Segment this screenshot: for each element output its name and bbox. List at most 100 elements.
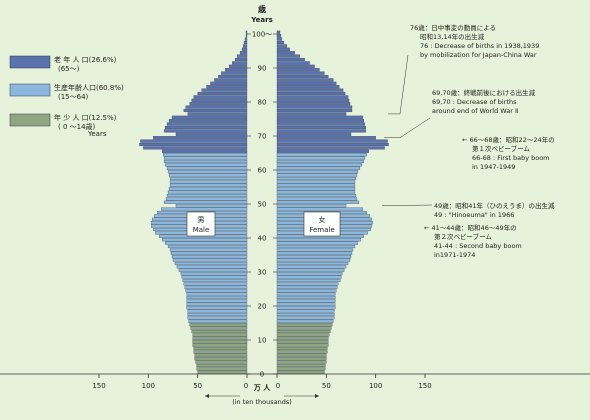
male-bar bbox=[161, 238, 248, 242]
male-bar bbox=[185, 289, 248, 293]
male-bar bbox=[183, 108, 248, 113]
legend-sublabel: (65～) bbox=[58, 65, 80, 73]
y-tick-label: 90 bbox=[258, 65, 267, 73]
x-tick-label: 0 bbox=[244, 382, 248, 390]
female-bar bbox=[276, 346, 328, 351]
female-bar bbox=[276, 357, 327, 361]
male-bar bbox=[197, 370, 248, 374]
male-bar bbox=[166, 166, 248, 170]
female-bar bbox=[276, 180, 356, 184]
female-bar bbox=[276, 47, 290, 51]
female-bar bbox=[276, 115, 363, 119]
male-bar bbox=[164, 125, 248, 130]
male-bar bbox=[163, 200, 248, 204]
male-bar bbox=[170, 251, 248, 255]
female-bar bbox=[276, 197, 358, 201]
labels: 男 Male 女 Female bbox=[186, 211, 341, 237]
male-bar bbox=[190, 326, 248, 330]
male-bar bbox=[165, 197, 248, 201]
female-bar bbox=[276, 95, 349, 99]
female-bar bbox=[276, 258, 351, 262]
male-bar bbox=[166, 193, 248, 198]
female-bar bbox=[276, 244, 356, 249]
female-bar bbox=[276, 71, 325, 75]
annotation-line: 69,70歳：終戦前後における出生減 bbox=[432, 88, 536, 97]
male-bar bbox=[192, 343, 248, 347]
male-bar bbox=[206, 85, 248, 89]
female-bar bbox=[276, 278, 341, 283]
legend-sublabel: (15～64) bbox=[58, 93, 89, 101]
male-bar bbox=[214, 78, 248, 82]
female-bar bbox=[276, 176, 357, 181]
male-bar bbox=[221, 71, 248, 75]
female-bar bbox=[276, 153, 367, 157]
male-bar bbox=[169, 180, 248, 184]
female-bar bbox=[276, 64, 315, 68]
female-bar bbox=[276, 360, 327, 364]
female-bar bbox=[276, 136, 376, 140]
male-bar bbox=[235, 57, 248, 62]
x-tick-label: 150 bbox=[92, 382, 105, 390]
axes: 150 100 50 0 50 100 150 0 0 10 20 30 40 50 60 70 80 90 100… bbox=[0, 4, 590, 406]
female-bar bbox=[276, 34, 282, 38]
male-bar bbox=[197, 91, 248, 96]
male-bar bbox=[171, 115, 248, 119]
male-bar bbox=[167, 190, 248, 194]
male-bar bbox=[184, 285, 248, 289]
x-tick-label: 0 bbox=[276, 382, 280, 390]
male-bar bbox=[236, 54, 248, 58]
female-bar bbox=[276, 40, 285, 45]
male-bar bbox=[187, 309, 248, 313]
annotation-line: in 1947-1949 bbox=[472, 163, 515, 171]
female-bar bbox=[276, 187, 356, 191]
male-bar bbox=[196, 363, 248, 368]
male-bars bbox=[139, 30, 248, 374]
male-bar bbox=[169, 183, 248, 187]
legend-item: 老 年 人 口(26.6%)(65～) bbox=[9, 55, 117, 73]
female-bar bbox=[276, 102, 351, 106]
female-bar bbox=[276, 251, 353, 255]
annotation-line: 49 : "Hinoeuma" in 1966 bbox=[434, 211, 514, 219]
female-bar bbox=[276, 163, 363, 167]
annotation-line: ← 41～44歳：昭和46～49年の bbox=[424, 223, 517, 232]
male-bar bbox=[153, 136, 248, 140]
male-bar bbox=[232, 61, 248, 65]
male-label-ja: 男 bbox=[198, 216, 205, 224]
male-bar bbox=[168, 119, 248, 123]
y-tick-label: 30 bbox=[258, 269, 267, 277]
female-bar bbox=[276, 248, 354, 252]
female-bar bbox=[276, 340, 329, 344]
male-bar bbox=[178, 268, 248, 272]
female-bar bbox=[276, 289, 337, 293]
female-bar bbox=[276, 282, 339, 286]
female-bar bbox=[276, 88, 344, 92]
female-bars bbox=[276, 30, 389, 374]
annotation-leader bbox=[384, 117, 431, 138]
female-bar bbox=[276, 125, 366, 130]
female-bar bbox=[276, 238, 362, 242]
male-bar bbox=[185, 105, 248, 109]
female-bar bbox=[276, 129, 366, 133]
female-bar bbox=[276, 30, 281, 34]
annotation-line: ← 66～68歳：昭和22～24年の bbox=[462, 135, 555, 144]
x-arrow-left-head bbox=[205, 394, 209, 398]
male-bar bbox=[182, 278, 248, 283]
y-title-en: Years bbox=[250, 16, 273, 24]
annotation-leader bbox=[388, 54, 409, 115]
male-bar bbox=[169, 248, 248, 252]
annotation-line: 49歳：昭和41年（ひのえうま）の出生減 bbox=[434, 201, 555, 210]
male-bar bbox=[210, 81, 248, 85]
legend-swatch bbox=[9, 113, 51, 127]
female-bar bbox=[276, 108, 353, 113]
male-bar bbox=[194, 357, 248, 361]
female-bar bbox=[276, 78, 334, 82]
male-bar bbox=[192, 336, 248, 340]
female-bar bbox=[276, 44, 288, 48]
female-bar bbox=[276, 261, 349, 266]
male-bar bbox=[245, 34, 248, 38]
female-bar bbox=[276, 265, 347, 269]
female-bar bbox=[276, 363, 326, 368]
